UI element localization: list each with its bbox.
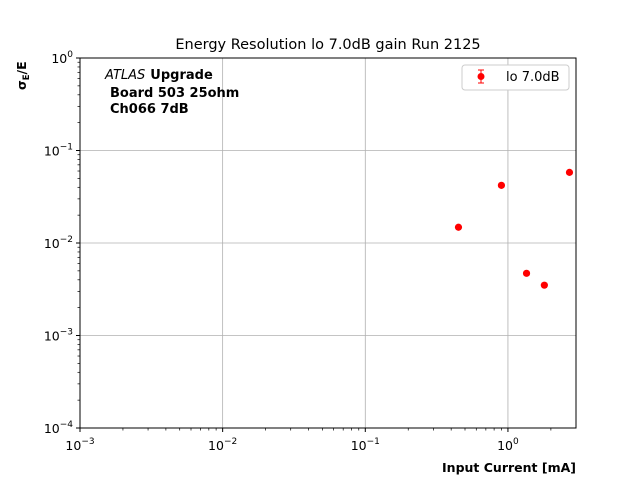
y-tick-base: 10 (51, 51, 67, 66)
y-tick-exponent: −2 (60, 235, 73, 245)
chart-title: Energy Resolution lo 7.0dB gain Run 2125 (175, 37, 480, 53)
y-tick-exponent: −1 (60, 143, 73, 153)
x-tick-label: 10−1 (351, 437, 380, 453)
atlas-word: ATLAS (104, 68, 145, 83)
x-tick-exponent: −2 (224, 437, 237, 447)
upgrade-word: Upgrade (150, 68, 213, 83)
y-tick-base: 10 (44, 329, 60, 344)
x-tick-base: 10 (497, 438, 513, 453)
y-tick-base: 10 (44, 236, 60, 251)
x-tick-exponent: 0 (513, 437, 519, 447)
atlas-label: ATLAS Upgrade (104, 68, 213, 83)
x-tick-exponent: −3 (81, 437, 94, 447)
legend-label: lo 7.0dB (506, 70, 560, 85)
data-point (497, 181, 506, 189)
x-tick-exponent: −1 (367, 437, 380, 447)
x-tick-label: 10−3 (65, 437, 94, 453)
y-tick-label: 10−1 (44, 143, 73, 159)
y-tick-label: 10−4 (44, 420, 73, 436)
data-points (454, 168, 574, 289)
y-axis-label-subscript: E (22, 74, 32, 80)
y-tick-exponent: 0 (67, 50, 73, 60)
x-tick-label: 10−2 (208, 437, 237, 453)
y-tick-base: 10 (44, 421, 60, 436)
legend-box (461, 64, 570, 91)
board-label: Board 503 25ohm (110, 86, 239, 101)
y-tick-exponent: −3 (60, 328, 73, 338)
y-tick-label: 100 (51, 50, 73, 66)
legend: lo 7.0dB (461, 64, 570, 91)
experiment-annotation: ATLAS Upgrade Board 503 25ohm Ch066 7dB (104, 68, 239, 117)
y-axis-label: σE/E (14, 61, 32, 90)
data-point (522, 269, 531, 277)
data-point (540, 281, 548, 289)
y-tick-label: 10−2 (44, 235, 73, 251)
y-tick-exponent: −4 (60, 420, 74, 430)
x-tick-base: 10 (351, 438, 367, 453)
data-point (454, 223, 463, 231)
y-tick-base: 10 (44, 144, 60, 159)
channel-label: Ch066 7dB (110, 102, 189, 117)
x-tick-label: 100 (497, 437, 519, 453)
data-point (565, 168, 574, 176)
y-axis-label-tail: /E (14, 61, 29, 74)
y-tick-label: 10−3 (44, 328, 73, 344)
x-axis-label: Input Current [mA] (442, 460, 576, 475)
x-tick-base: 10 (208, 438, 224, 453)
x-tick-base: 10 (65, 438, 81, 453)
legend-marker (477, 73, 485, 80)
y-axis-label-main: σ (14, 80, 29, 90)
x-axis-ticks: 10−3 10−2 10−1 100 (65, 428, 519, 453)
